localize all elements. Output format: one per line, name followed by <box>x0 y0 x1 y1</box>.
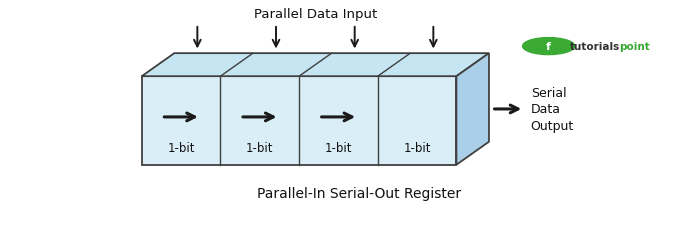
Text: Serial
Data
Output: Serial Data Output <box>531 87 574 132</box>
Text: f: f <box>546 42 551 52</box>
Polygon shape <box>141 54 489 77</box>
Text: 1-bit: 1-bit <box>246 141 274 154</box>
Text: Parallel Data Input: Parallel Data Input <box>253 8 377 20</box>
Bar <box>141 77 456 165</box>
Text: point: point <box>619 42 650 52</box>
Circle shape <box>523 38 575 55</box>
Text: 1-bit: 1-bit <box>325 141 352 154</box>
Text: 1-bit: 1-bit <box>403 141 430 154</box>
Text: Parallel-In Serial-Out Register: Parallel-In Serial-Out Register <box>257 186 461 200</box>
Text: tutorials: tutorials <box>570 42 621 52</box>
Polygon shape <box>456 54 489 165</box>
Text: 1-bit: 1-bit <box>167 141 195 154</box>
